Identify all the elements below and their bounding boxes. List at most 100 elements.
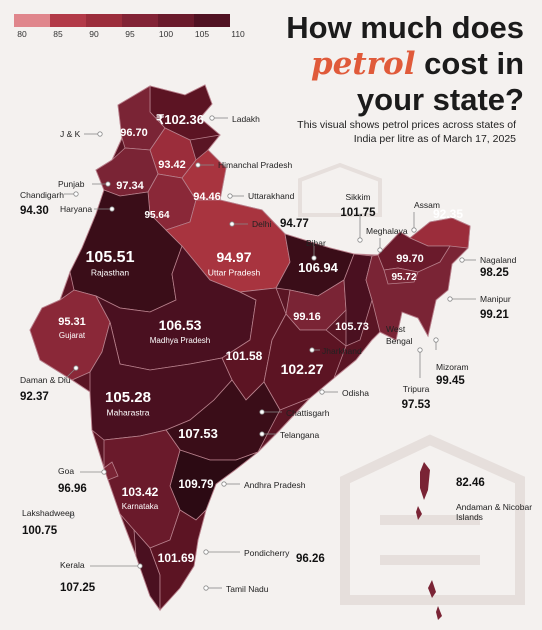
page-title: How much does petrol cost in your state?: [224, 10, 524, 118]
pondicherry-value: 96.26: [296, 553, 325, 565]
legend-swatch: [122, 14, 158, 27]
lakshadweep-marker: [69, 513, 75, 519]
uttarakhand-value: 94.46: [193, 191, 221, 203]
meghalaya-value: 95.72: [391, 272, 416, 283]
kerala-value: 107.25: [60, 582, 96, 594]
odisha-value: 102.27: [281, 361, 324, 377]
lakshadweep-value: 100.75: [22, 525, 58, 537]
himachal-value: 93.42: [158, 159, 186, 171]
legend-color-bar: [14, 14, 230, 27]
up-name: Uttar Pradesh: [208, 268, 261, 278]
karnataka-value: 103.42: [122, 485, 159, 499]
wb-value: 105.73: [335, 321, 369, 333]
assam-marker: [411, 227, 417, 233]
punjab-value: 97.34: [116, 180, 144, 192]
nagaland-value: 98.25: [480, 267, 509, 279]
region-goa: [103, 461, 119, 481]
chhattisgarh-value: 101.58: [226, 349, 263, 363]
goa-value: 96.96: [58, 483, 87, 495]
arunachal-value: 92.35: [433, 207, 463, 221]
himachal-name: Himanchal Pradesh: [218, 160, 292, 170]
damandiu-marker: [73, 365, 79, 371]
andaman-name-1: Andaman & Nicobar: [456, 502, 532, 512]
watermark-logo: [298, 162, 525, 605]
tripura-value: 97.53: [402, 399, 431, 411]
region-tn: [149, 508, 207, 612]
page-subtitle: This visual shows petrol prices across s…: [297, 119, 516, 145]
ap-value: 109.79: [178, 479, 213, 491]
legend-swatch: [50, 14, 86, 27]
haryana-name: Haryana: [60, 204, 92, 214]
title-line-1: How much does: [286, 10, 524, 45]
title-line-2: petrol cost in: [224, 46, 524, 82]
title-accent-word: petrol: [310, 46, 416, 82]
jk-name: J & K: [60, 129, 81, 139]
kerala-name: Kerala: [60, 560, 85, 570]
legend-tick-label: 85: [53, 29, 63, 39]
legend-tick-label: 95: [125, 29, 135, 39]
tripura-marker: [417, 347, 423, 353]
chhattisgarh-name: Chattisgarh: [286, 408, 330, 418]
mp-value: 106.53: [159, 317, 202, 333]
punjab-name: Punjab: [58, 179, 85, 189]
jharkhand-name: Jharkhand: [322, 346, 362, 356]
jk-marker: [97, 131, 103, 137]
nagaland-marker: [459, 257, 465, 263]
meghalaya-marker: [377, 247, 383, 253]
chandigarh-value: 94.30: [20, 205, 49, 217]
bihar-marker: [311, 255, 317, 261]
mp-name: Madhya Pradesh: [150, 336, 210, 345]
rajasthan-name: Rajasthan: [91, 268, 130, 278]
legend-swatch: [158, 14, 194, 27]
sikkim-name: Sikkim: [345, 192, 370, 202]
ladakh-name: Ladakh: [232, 114, 260, 124]
chandigarh-marker: [73, 191, 79, 197]
assam-value: 99.70: [396, 253, 424, 265]
ladakh-value: ₹102.36: [156, 112, 204, 127]
haryana-marker: [109, 206, 115, 212]
uttarakhand-name: Uttarakhand: [248, 191, 295, 201]
delhi-marker: [229, 221, 235, 227]
manipur-marker: [447, 296, 453, 302]
punjab-marker: [105, 181, 111, 187]
maharashtra-value: 105.28: [105, 389, 151, 406]
odisha-marker: [319, 389, 325, 395]
tn-marker: [203, 585, 209, 591]
jk-value: 96.70: [120, 127, 148, 139]
maharashtra-name: Maharastra: [107, 408, 150, 418]
legend-tick-label: 90: [89, 29, 99, 39]
state-regions: [29, 84, 471, 612]
delhi-name: Delhi: [252, 219, 271, 229]
andaman-islands: [416, 462, 442, 620]
price-legend: 80 85 90 95 100 105 110: [14, 14, 245, 41]
kerala-marker: [137, 563, 143, 569]
jharkhand-marker: [309, 347, 315, 353]
telangana-marker: [259, 431, 265, 437]
odisha-name: Odisha: [342, 388, 369, 398]
rajasthan-value: 105.51: [86, 249, 135, 266]
legend-ticks: 80 85 90 95 100 105 110: [14, 27, 245, 41]
legend-tick-label: 105: [194, 29, 210, 39]
karnataka-name: Karnataka: [122, 502, 159, 511]
andaman-name-2: Islands: [456, 512, 483, 522]
title-line-3: your state?: [356, 82, 524, 117]
sikkim-value: 101.75: [340, 207, 376, 219]
tripura-name: Tripura: [403, 384, 430, 394]
legend-tick-label: 80: [17, 29, 27, 39]
manipur-name: Manipur: [480, 294, 511, 304]
title-line-2-rest: cost in: [415, 46, 524, 81]
bihar-name: Bihar: [306, 238, 326, 248]
region-meghalaya: [383, 267, 419, 285]
ap-name: Andhra Pradesh: [244, 480, 306, 490]
pondicherry-name: Pondicherry: [244, 548, 290, 558]
haryana-value: 95.64: [144, 210, 169, 221]
legend-tick-label: 110: [231, 29, 245, 39]
tn-value: 101.69: [158, 551, 195, 565]
region-odisha: [263, 313, 347, 411]
ap-marker: [221, 481, 227, 487]
sikkim-marker: [357, 237, 363, 243]
assam-name: Assam: [414, 200, 440, 210]
damandiu-leader: [63, 367, 77, 381]
gujarat-value: 95.31: [58, 316, 86, 328]
wb-name-2: Bengal: [386, 336, 413, 346]
